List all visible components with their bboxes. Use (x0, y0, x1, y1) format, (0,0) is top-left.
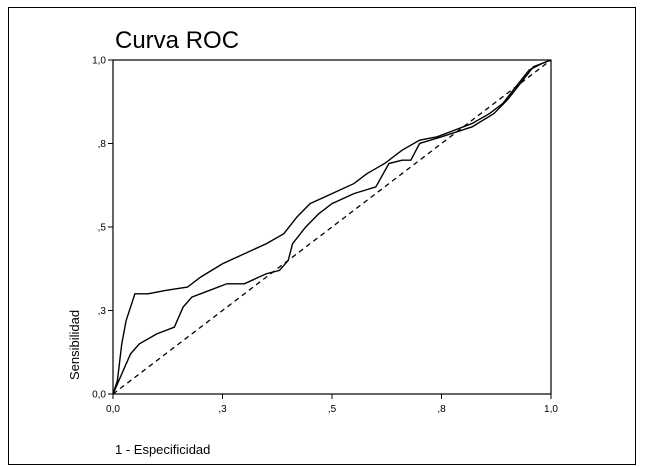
roc-curve-1 (112, 59, 552, 395)
chart-title: Curva ROC (115, 27, 239, 54)
y-tick-label: ,3 (98, 306, 107, 317)
y-tick-label: 1,0 (92, 56, 106, 67)
x-tick-label: 1,0 (544, 404, 558, 415)
y-tick-label: ,8 (98, 139, 107, 150)
y-tick-label: ,5 (98, 223, 107, 234)
chart-frame: Curva ROC 0,0 ,3 ,5 ,8 1,0 0,0 ,3 ,5 ,8 1,0 1 - … (8, 7, 636, 465)
chart-marks (112, 59, 552, 395)
y-tick-label: 0,0 (92, 390, 106, 401)
y-axis: 0,0 ,3 ,5 ,8 1,0 (92, 56, 113, 401)
reference-diagonal-line (112, 59, 552, 395)
x-tick-label: ,5 (328, 404, 337, 415)
roc-chart: Curva ROC 0,0 ,3 ,5 ,8 1,0 0,0 ,3 ,5 ,8 1,0 1 - … (67, 27, 558, 457)
x-tick-label: 0,0 (106, 404, 120, 415)
y-axis-label: Sensibilidad (67, 310, 82, 380)
x-axis: 0,0 ,3 ,5 ,8 1,0 (106, 394, 558, 415)
x-tick-label: ,8 (437, 404, 446, 415)
x-axis-label: 1 - Especificidad (115, 442, 210, 457)
roc-curve-2 (112, 59, 552, 395)
x-tick-label: ,3 (218, 404, 227, 415)
